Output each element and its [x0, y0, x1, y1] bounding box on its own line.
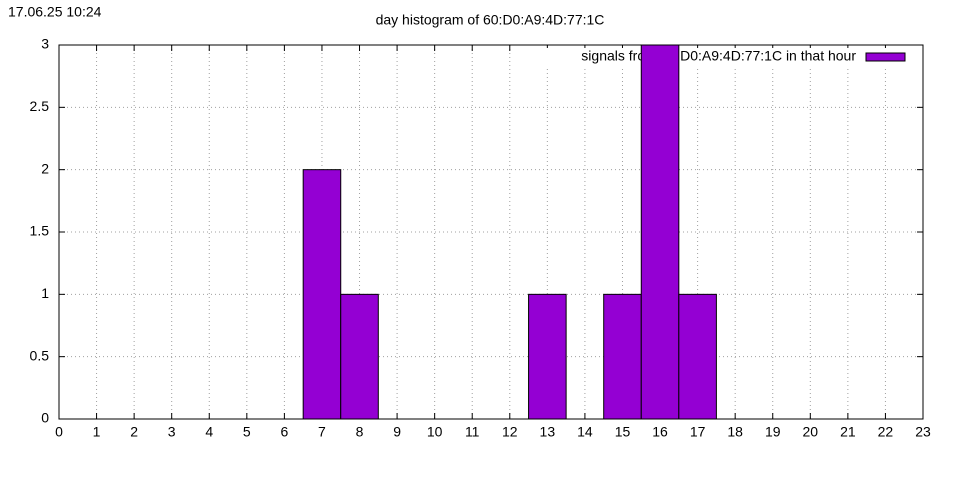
x-tick-label: 15: [615, 424, 631, 440]
x-tick-label: 2: [130, 424, 138, 440]
x-tick-label: 19: [765, 424, 781, 440]
x-tick-label: 16: [652, 424, 668, 440]
y-tick-label: 0.5: [30, 347, 50, 363]
x-tick-label: 23: [915, 424, 931, 440]
x-tick-label: 18: [727, 424, 743, 440]
bar: [640, 44, 680, 420]
x-tick-label: 1: [93, 424, 101, 440]
x-tick-label: 21: [840, 424, 856, 440]
y-tick-label: 2: [41, 160, 49, 176]
x-tick-label: 9: [393, 424, 401, 440]
x-tick-label: 6: [280, 424, 288, 440]
x-tick-label: 11: [465, 424, 480, 440]
legend-label: signals from 60:D0:A9:4D:77:1C in that h…: [581, 48, 856, 64]
bar: [603, 293, 642, 420]
x-tick-label: 22: [878, 424, 894, 440]
y-tick-label: 1.5: [30, 223, 50, 239]
x-tick-label: 10: [427, 424, 443, 440]
x-tick-label: 17: [690, 424, 706, 440]
x-tick-label: 8: [356, 424, 364, 440]
x-tick-label: 5: [243, 424, 251, 440]
x-tick-label: 14: [577, 424, 593, 440]
chart-title: day histogram of 60:D0:A9:4D:77:1C: [376, 12, 605, 28]
legend-swatch: [865, 52, 906, 62]
x-tick-label: 12: [502, 424, 518, 440]
bar: [678, 293, 717, 420]
bar: [302, 169, 342, 420]
legend-background: [535, 48, 913, 66]
x-tick-label: 7: [318, 424, 326, 440]
y-tick-label: 1: [41, 285, 49, 301]
y-tick-label: 2.5: [30, 98, 50, 114]
x-tick-label: 13: [540, 424, 556, 440]
plot-border: [58, 44, 924, 420]
bar: [528, 293, 567, 420]
x-tick-label: 20: [803, 424, 819, 440]
y-tick-label: 3: [41, 36, 49, 52]
timestamp: 17.06.25 10:24: [8, 4, 102, 20]
bar: [340, 293, 379, 420]
x-tick-label: 4: [205, 424, 213, 440]
y-tick-label: 0: [41, 410, 49, 426]
x-tick-label: 3: [168, 424, 176, 440]
x-tick-label: 0: [55, 424, 63, 440]
